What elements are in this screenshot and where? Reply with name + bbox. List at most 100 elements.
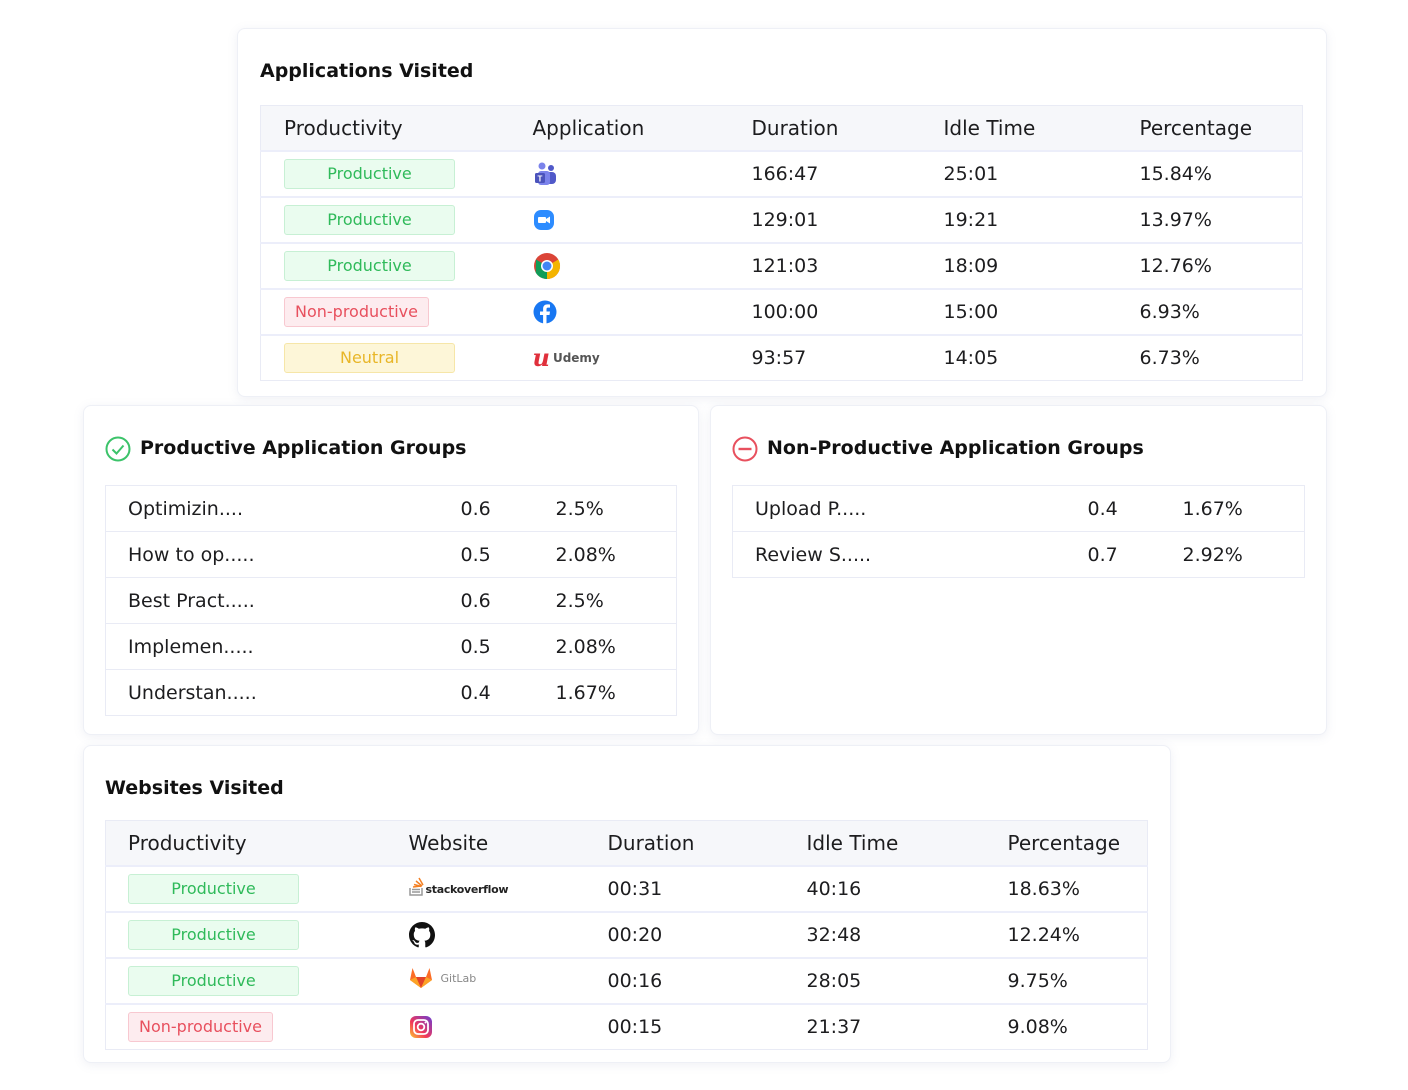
non-productive-groups-card: Non-Productive Application Groups Upload… — [710, 405, 1327, 735]
status-badge: Non-productive — [128, 1011, 273, 1042]
table-row[interactable]: Upload P..... 0.4 1.67% — [733, 486, 1305, 532]
group-name: Best Pract..... — [105, 577, 461, 624]
status-badge: Productive — [284, 250, 455, 281]
group-percentage: 1.67% — [1182, 497, 1243, 520]
table-row[interactable]: Non-productive 100:00 15:00 6.93% — [260, 287, 1303, 335]
group-percentage: 2.08% — [555, 531, 677, 578]
table-row[interactable]: Productive 00:20 32:48 12.24% — [105, 910, 1148, 958]
group-value: 0.7 — [1087, 531, 1183, 578]
table-row[interactable]: Non-productive 00:15 21:37 9.08% — [105, 1002, 1148, 1050]
card-title: Websites Visited — [105, 777, 284, 799]
table-row[interactable]: Productive stackoverflow 00:31 40:16 18.… — [105, 864, 1148, 912]
non-productive-groups-table: Upload P..... 0.4 1.67% Review S..... 0.7 2.… — [732, 485, 1305, 578]
col-duration: Duration — [607, 820, 807, 866]
group-value: 0.4 — [1087, 497, 1118, 520]
duration: 00:15 — [607, 1002, 807, 1050]
status-badge: Non-productive — [284, 296, 429, 327]
table-header: Productivity Website Duration Idle Time … — [105, 820, 1148, 866]
idle-time: 28:05 — [806, 956, 1008, 1004]
status-badge: Productive — [284, 158, 455, 189]
col-productivity: Productivity — [105, 820, 409, 866]
github-icon — [408, 921, 435, 947]
table-row[interactable]: Productive GitLab 00:16 28:05 9.75% — [105, 956, 1148, 1004]
group-value: 0.6 — [460, 577, 556, 624]
col-percentage: Percentage — [1007, 820, 1148, 866]
table-row[interactable]: Review S..... 0.7 2.92% — [732, 531, 1305, 578]
percentage: 6.93% — [1139, 287, 1303, 335]
group-name: Implemen..... — [105, 623, 461, 670]
stackoverflow-logo: stackoverflow — [408, 876, 509, 896]
applications-visited-card: Applications Visited Productivity Applic… — [237, 28, 1327, 397]
table-header: Productivity Application Duration Idle T… — [260, 105, 1303, 151]
duration: 166:47 — [751, 149, 944, 197]
table-row[interactable]: Best Pract..... 0.6 2.5% — [105, 577, 677, 624]
zoom-icon — [533, 209, 554, 230]
duration: 129:01 — [751, 195, 944, 243]
status-badge: Neutral — [284, 342, 455, 373]
svg-text:T: T — [537, 174, 542, 183]
idle-time: 15:00 — [943, 287, 1140, 335]
group-value: 0.5 — [460, 623, 556, 670]
table-row[interactable]: Neutral u Udemy 93:57 14:05 6.73% — [260, 333, 1303, 381]
group-name: Optimizin.... — [128, 497, 243, 520]
card-title: Non-Productive Application Groups — [767, 437, 1144, 459]
group-percentage: 1.67% — [555, 669, 677, 716]
group-name: Review S..... — [732, 531, 1088, 578]
table-row[interactable]: Productive 129:01 19:21 13.97% — [260, 195, 1303, 243]
table-row[interactable]: Productive T 166:47 25:01 15.84% — [260, 149, 1303, 197]
gitlab-logo: GitLab — [409, 967, 476, 989]
table-row[interactable]: Implemen..... 0.5 2.08% — [105, 623, 677, 670]
col-productivity: Productivity — [260, 105, 533, 151]
percentage: 13.97% — [1139, 195, 1303, 243]
facebook-icon — [533, 300, 556, 324]
group-value: 0.6 — [460, 497, 491, 520]
group-percentage: 2.5% — [555, 577, 677, 624]
group-name: Upload P..... — [755, 497, 867, 520]
col-idle-time: Idle Time — [806, 820, 1008, 866]
card-title: Productive Application Groups — [140, 437, 467, 459]
col-website: Website — [408, 820, 608, 866]
teams-icon: T — [534, 162, 556, 185]
group-percentage: 2.5% — [555, 497, 604, 520]
percentage: 18.63% — [1007, 864, 1148, 912]
instagram-icon — [409, 1015, 432, 1038]
table-row[interactable]: Productive 121:03 18:09 12.76% — [260, 241, 1303, 289]
percentage: 6.73% — [1139, 333, 1303, 381]
group-value: 0.4 — [460, 669, 556, 716]
duration: 00:20 — [607, 910, 807, 958]
duration: 00:16 — [607, 956, 807, 1004]
idle-time: 14:05 — [943, 333, 1140, 381]
status-badge: Productive — [128, 965, 299, 996]
percentage: 9.08% — [1007, 1002, 1148, 1050]
status-badge: Productive — [128, 919, 299, 950]
percentage: 15.84% — [1139, 149, 1303, 197]
productive-groups-card: Productive Application Groups Optimizin.… — [83, 405, 699, 735]
idle-time: 32:48 — [806, 910, 1008, 958]
duration: 100:00 — [751, 287, 944, 335]
duration: 93:57 — [751, 333, 944, 381]
col-percentage: Percentage — [1139, 105, 1303, 151]
check-circle-icon — [105, 436, 131, 462]
duration: 121:03 — [751, 241, 944, 289]
idle-time: 21:37 — [806, 1002, 1008, 1050]
table-row[interactable]: Understan..... 0.4 1.67% — [105, 669, 677, 716]
table-row[interactable]: Optimizin.... 0.6 2.5% — [106, 486, 677, 532]
minus-circle-icon — [732, 436, 758, 462]
percentage: 12.76% — [1139, 241, 1303, 289]
card-title: Applications Visited — [260, 60, 474, 82]
table-row[interactable]: How to op..... 0.5 2.08% — [105, 531, 677, 578]
group-name: How to op..... — [105, 531, 461, 578]
udemy-logo: u Udemy — [532, 343, 600, 373]
group-name: Understan..... — [105, 669, 461, 716]
idle-time: 25:01 — [943, 149, 1140, 197]
col-application: Application — [532, 105, 752, 151]
idle-time: 18:09 — [943, 241, 1140, 289]
idle-time: 19:21 — [943, 195, 1140, 243]
websites-table: Productivity Website Duration Idle Time … — [105, 820, 1148, 1050]
group-percentage: 2.08% — [555, 623, 677, 670]
status-badge: Productive — [284, 204, 455, 235]
group-value: 0.5 — [460, 531, 556, 578]
duration: 00:31 — [607, 864, 807, 912]
websites-visited-card: Websites Visited Productivity Website Du… — [83, 745, 1171, 1063]
chrome-icon — [533, 252, 560, 279]
